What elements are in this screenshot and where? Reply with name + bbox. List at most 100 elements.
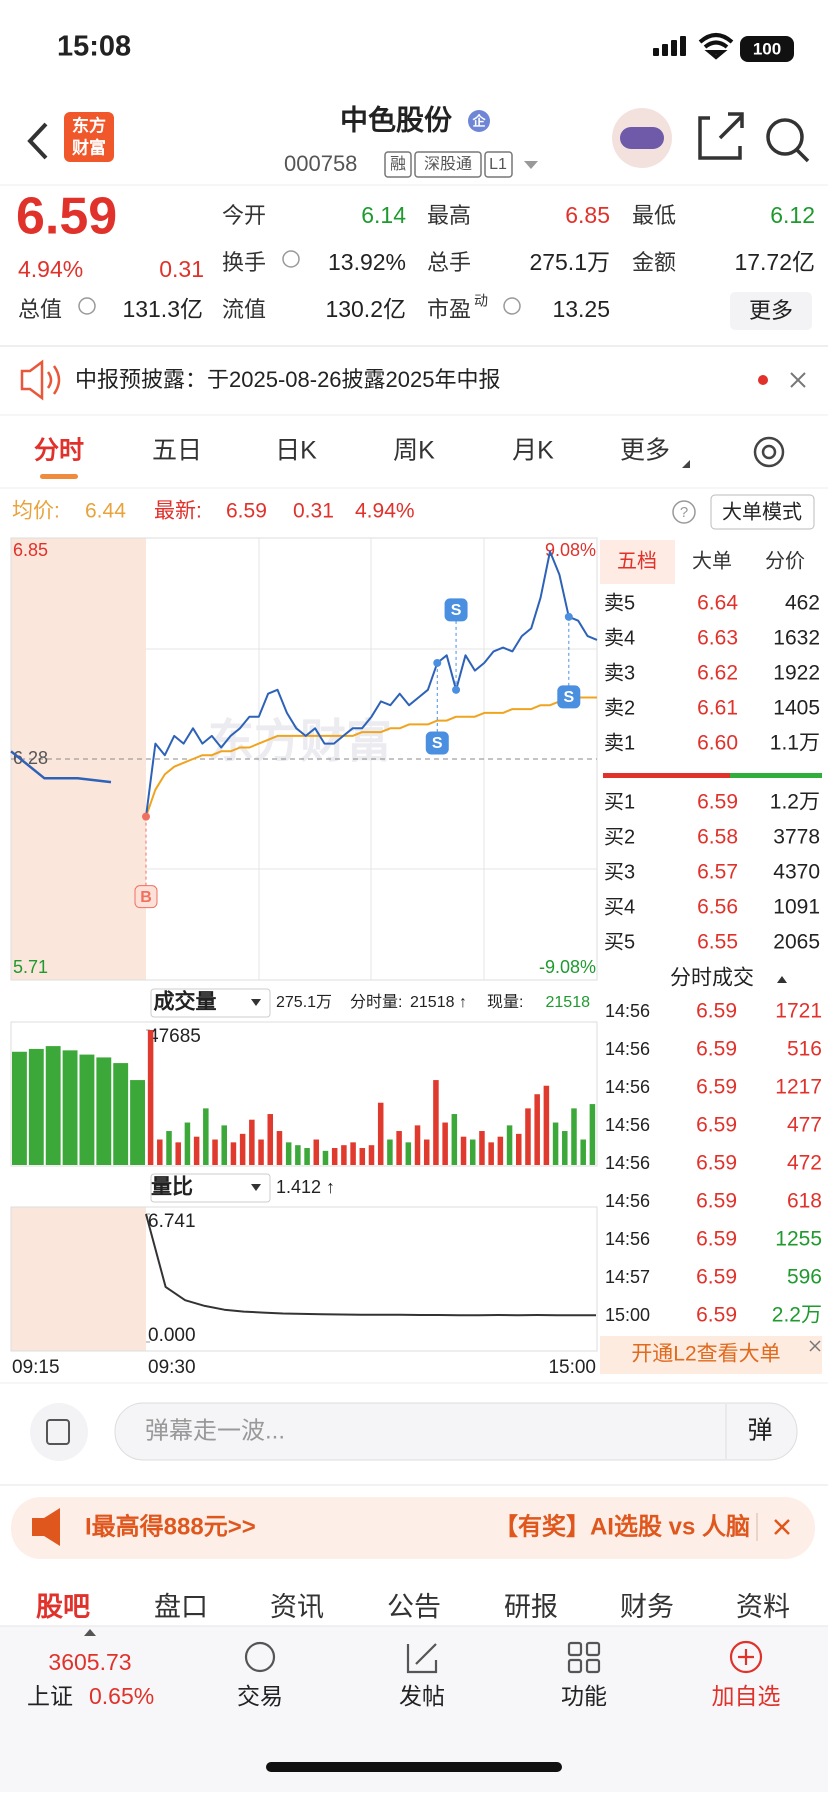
l2-link[interactable]: 开通L2查看大单 <box>631 1343 780 1366</box>
more-button[interactable] <box>730 292 812 330</box>
help[interactable]: ? <box>680 504 688 521</box>
trade-marker: S <box>563 689 574 706</box>
mode-button[interactable] <box>710 494 815 530</box>
index-name[interactable]: 上证 <box>27 1683 73 1709</box>
volume-selector-box[interactable] <box>150 988 271 1018</box>
index-change[interactable]: 0.65% <box>89 1683 154 1709</box>
current-volume: 21518 <box>546 994 591 1011</box>
ratio-selector[interactable]: 量比 <box>151 1176 193 1199</box>
volume-selector[interactable]: 成交量 <box>154 990 217 1014</box>
level-label: 卖5 <box>604 591 635 614</box>
wifi-icon <box>698 33 734 60</box>
search-button[interactable] <box>766 118 810 163</box>
volume-bar <box>295 1145 301 1165</box>
x-tick-label: 09:15 <box>12 1357 60 1378</box>
auction-volume-bar <box>12 1051 27 1165</box>
latest-change: 0.31 <box>293 500 334 523</box>
ad-text[interactable]: 【有奖】AI选股 vs 人脑 <box>494 1512 750 1540</box>
chart-tab[interactable]: 月K <box>512 437 554 465</box>
volume-bar <box>203 1108 209 1165</box>
sub-tab[interactable]: 研报 <box>504 1592 558 1622</box>
share-button[interactable] <box>698 112 744 160</box>
chart-tab[interactable]: 五日 <box>152 437 202 465</box>
danmaku-settings[interactable] <box>30 1403 88 1461</box>
sub-tab[interactable]: 资讯 <box>270 1592 324 1622</box>
latest-change-pct: 4.94% <box>355 500 415 523</box>
current-label: 现量: <box>487 994 523 1011</box>
last-price: 6.59 <box>16 188 117 246</box>
trade-volume: 516 <box>787 1038 822 1061</box>
close-ad[interactable] <box>774 1519 790 1535</box>
volume-bar <box>313 1139 320 1165</box>
book-tab[interactable]: 大单 <box>692 549 732 572</box>
stock-tag: 融 <box>390 155 406 173</box>
mode-button[interactable]: 大单模式 <box>722 500 802 523</box>
sub-tab[interactable]: 盘口 <box>154 1592 208 1622</box>
chart-tab[interactable]: 更多 <box>620 437 670 465</box>
add-watch-icon <box>729 1640 763 1674</box>
stock-tag: L1 <box>489 156 507 173</box>
sub-tab[interactable]: 股吧 <box>36 1592 90 1622</box>
settings-button[interactable] <box>753 436 785 468</box>
level-volume: 462 <box>785 592 820 615</box>
marker-badge <box>134 885 158 909</box>
chart-tab[interactable]: 分时 <box>34 437 84 465</box>
sub-tab[interactable]: 公告 <box>387 1592 441 1622</box>
price-line <box>145 550 598 817</box>
more-button[interactable]: 更多 <box>749 298 793 323</box>
field-label: 换手 <box>222 250 266 275</box>
auction-line <box>10 750 112 784</box>
avg-label: 均价: <box>12 500 60 523</box>
volume-bar <box>451 1114 458 1165</box>
volume-bar <box>157 1139 163 1165</box>
marker-badge <box>557 685 581 709</box>
nav-item[interactable]: 交易 <box>237 1683 283 1709</box>
chart-tab[interactable]: 周K <box>393 437 435 465</box>
comment-input[interactable] <box>114 1402 798 1461</box>
y-tick-label: 6.741 <box>148 1211 196 1232</box>
volume-bar <box>377 1102 384 1165</box>
level-volume: 1405 <box>773 697 820 720</box>
trade-price: 6.59 <box>696 1228 737 1251</box>
book-tab[interactable]: 五档 <box>617 549 657 572</box>
level-price: 6.59 <box>697 791 738 814</box>
auction-shade <box>11 1207 146 1351</box>
field-value: 131.3亿 <box>122 296 203 322</box>
ad-banner[interactable] <box>11 1497 815 1559</box>
sub-tab[interactable]: 资料 <box>736 1592 790 1622</box>
trade-time: 14:56 <box>605 1077 650 1097</box>
l2-banner[interactable] <box>600 1336 822 1374</box>
level-price: 6.56 <box>697 896 738 919</box>
latest-value: 6.59 <box>226 500 267 523</box>
dropdown-icon[interactable] <box>524 161 538 169</box>
nav-item[interactable]: 加自选 <box>712 1683 781 1709</box>
danmaku-button[interactable]: 弹 <box>747 1417 772 1445</box>
trade-time: 15:00 <box>605 1305 650 1325</box>
close-l2[interactable] <box>809 1340 821 1352</box>
tab-more-icon <box>682 460 690 468</box>
nav-item[interactable]: 发帖 <box>399 1683 445 1709</box>
minute-volume: 21518 ↑ <box>410 994 467 1011</box>
trade-price: 6.59 <box>696 1152 737 1175</box>
ad-text[interactable]: I最高得888元>> <box>85 1512 256 1540</box>
pct-label: 9.08% <box>545 540 596 560</box>
volume-bar <box>488 1142 494 1165</box>
chart-tab[interactable]: 日K <box>275 437 317 465</box>
close-notice[interactable] <box>790 372 806 388</box>
book-tab[interactable]: 分价 <box>765 549 805 572</box>
home-indicator <box>266 1762 562 1772</box>
ratio-selector-box[interactable] <box>150 1173 271 1203</box>
sub-tab[interactable]: 财务 <box>620 1592 674 1622</box>
index-value[interactable]: 3605.73 <box>48 1649 131 1675</box>
nav-item[interactable]: 功能 <box>561 1683 607 1709</box>
field-value: 275.1万 <box>529 249 610 275</box>
volume-bar <box>562 1131 568 1165</box>
notice-icon <box>20 359 61 401</box>
help-icon[interactable] <box>672 500 696 524</box>
comment-placeholder[interactable]: 弹幕走一波... <box>145 1417 285 1444</box>
marker-badge <box>444 598 468 622</box>
latest-label: 最新: <box>154 500 202 523</box>
volume-bar <box>396 1131 402 1165</box>
back-button[interactable] <box>27 122 48 160</box>
